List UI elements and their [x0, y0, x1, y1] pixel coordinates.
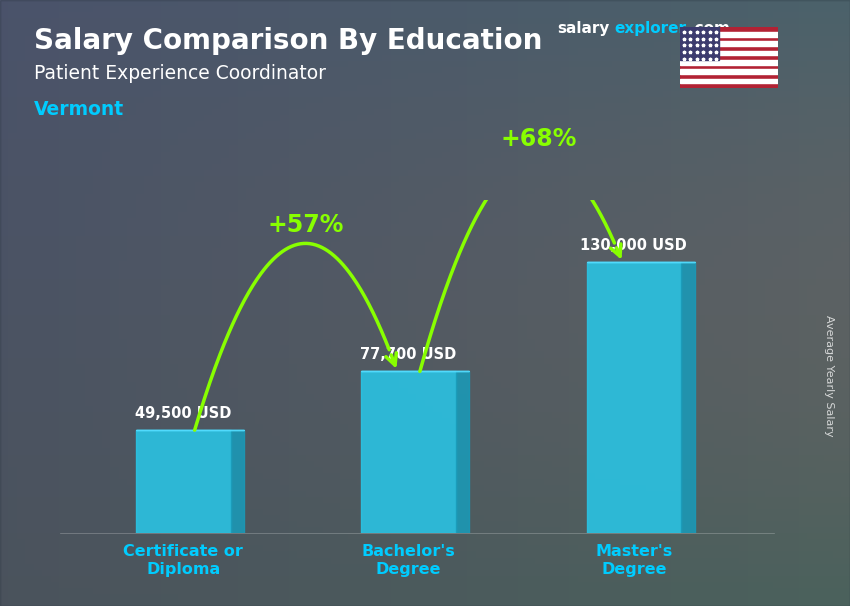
Text: 49,500 USD: 49,500 USD	[135, 406, 231, 421]
Text: +57%: +57%	[268, 213, 344, 237]
Bar	[136, 430, 230, 533]
Text: salary: salary	[557, 21, 609, 36]
Text: Vermont: Vermont	[34, 100, 124, 119]
Bar	[586, 262, 681, 533]
Bar	[680, 41, 778, 46]
Text: +68%: +68%	[501, 127, 577, 151]
Text: 77,700 USD: 77,700 USD	[360, 347, 456, 362]
Bar	[680, 27, 719, 60]
Text: 130,000 USD: 130,000 USD	[581, 238, 688, 253]
Bar	[680, 69, 778, 74]
Bar	[680, 60, 778, 65]
Text: Patient Experience Coordinator: Patient Experience Coordinator	[34, 64, 326, 82]
Text: explorer: explorer	[615, 21, 687, 36]
Polygon shape	[230, 430, 244, 533]
Text: Average Yearly Salary: Average Yearly Salary	[824, 315, 834, 436]
Polygon shape	[681, 262, 694, 533]
Bar	[680, 32, 778, 36]
Bar	[680, 50, 778, 55]
Text: Salary Comparison By Education: Salary Comparison By Education	[34, 27, 542, 55]
Text: .com: .com	[689, 21, 730, 36]
Bar	[361, 371, 456, 533]
Bar	[680, 79, 778, 83]
Polygon shape	[456, 371, 469, 533]
